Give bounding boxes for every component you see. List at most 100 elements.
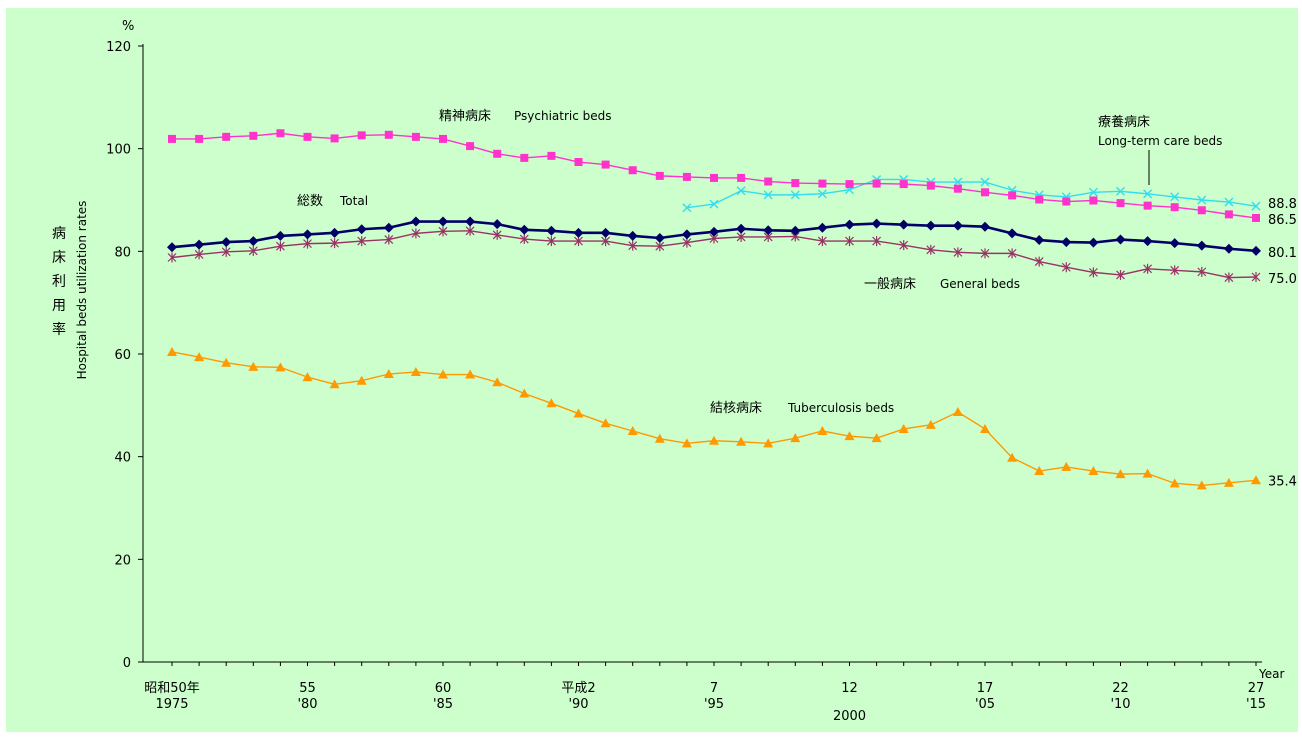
series-line-longterm <box>686 178 1257 209</box>
point-psychiatric <box>466 142 475 151</box>
point-total <box>492 219 503 230</box>
point-general <box>628 240 638 251</box>
point-general <box>357 236 367 247</box>
x-tick-label-year: '80 <box>297 697 317 712</box>
point-tuberculosis <box>383 369 394 379</box>
point-general <box>872 236 882 247</box>
point-tuberculosis <box>844 431 855 441</box>
point-longterm <box>953 177 963 187</box>
x-tick-label: 17 <box>977 681 994 696</box>
x-tick-label: 12 <box>841 681 858 696</box>
series-line-tuberculosis <box>171 351 1257 487</box>
x-tick-label: 55 <box>299 681 316 696</box>
point-psychiatric <box>276 129 285 138</box>
point-psychiatric <box>411 132 420 141</box>
x-tick-label: 27 <box>1248 681 1265 696</box>
point-total <box>709 226 719 237</box>
point-psychiatric <box>1089 196 1098 205</box>
point-total <box>1007 228 1018 239</box>
y-axis-label-en: Hospital beds utilization rates <box>75 201 89 380</box>
annotation-general: 一般病床 General beds <box>864 276 1020 292</box>
point-psychiatric <box>845 180 854 189</box>
point-general <box>1034 256 1044 267</box>
point-psychiatric <box>926 181 935 190</box>
point-longterm <box>1224 197 1234 207</box>
point-general <box>492 229 502 240</box>
point-tuberculosis <box>1088 466 1099 476</box>
point-tuberculosis <box>1196 480 1207 490</box>
point-psychiatric <box>1252 213 1260 222</box>
point-tuberculosis <box>790 433 801 443</box>
annotation-total-en: Total <box>339 194 368 208</box>
point-psychiatric <box>737 173 746 182</box>
tick-labels: 020406080100120昭和50年197555'8060'85平成2'90… <box>106 40 1266 724</box>
y-axis-label-ja: 病床利用率 <box>52 226 66 338</box>
point-general <box>1061 262 1071 273</box>
y-tick-label: 120 <box>106 40 131 55</box>
y-tick-label: 100 <box>106 143 131 158</box>
end-label-total: 80.1 <box>1268 246 1297 261</box>
point-total <box>546 225 557 236</box>
point-psychiatric <box>953 184 962 193</box>
x-tick-label-year: 1975 <box>155 697 188 712</box>
annotation-general-ja: 一般病床 <box>864 276 916 292</box>
point-general <box>926 244 936 255</box>
point-general <box>167 252 177 263</box>
y-unit-label: % <box>122 19 134 34</box>
point-total <box>980 221 990 232</box>
point-general <box>221 246 231 257</box>
point-tuberculosis <box>763 438 774 448</box>
point-tuberculosis <box>410 366 421 376</box>
point-tuberculosis <box>519 388 530 398</box>
point-total <box>1088 237 1099 248</box>
annotation-psychiatric-ja: 精神病床 <box>439 109 491 124</box>
point-psychiatric <box>520 153 529 162</box>
point-tuberculosis <box>546 398 557 408</box>
point-psychiatric <box>1116 199 1125 208</box>
point-psychiatric <box>303 132 312 141</box>
point-total <box>790 225 801 236</box>
point-tuberculosis <box>1007 452 1018 462</box>
x-tick-label-year: '95 <box>704 697 724 712</box>
point-general <box>384 234 394 245</box>
point-psychiatric <box>872 179 881 188</box>
point-total <box>627 230 638 241</box>
point-tuberculosis <box>221 357 232 367</box>
point-longterm <box>1197 195 1207 205</box>
point-total <box>1223 243 1234 254</box>
point-total <box>465 216 476 227</box>
annotation-tuberculosis: 結核病床 Tuberculosis beds <box>710 401 894 416</box>
point-tuberculosis <box>1169 478 1180 488</box>
point-total <box>302 229 313 240</box>
point-total <box>844 219 855 230</box>
point-total <box>248 236 259 247</box>
series-tuberculosis: 35.4 <box>167 346 1297 490</box>
y-tick-label: 80 <box>114 245 131 260</box>
point-tuberculosis <box>248 361 259 371</box>
point-psychiatric <box>357 131 366 140</box>
point-total <box>1061 237 1072 248</box>
end-label-psychiatric: 86.5 <box>1268 213 1297 228</box>
x-tick-label-year: '10 <box>1110 697 1130 712</box>
point-tuberculosis <box>600 418 611 428</box>
point-total <box>167 242 177 253</box>
x-tick-label-year: 2000 <box>833 709 866 724</box>
point-psychiatric <box>601 160 610 169</box>
annotation-total-ja: 総数 <box>297 194 323 209</box>
point-general <box>275 241 285 252</box>
series-layer: 88.886.5 75.0 80.1 35.4 <box>167 129 1297 490</box>
point-longterm <box>817 189 827 199</box>
point-total <box>600 227 611 238</box>
point-longterm <box>709 199 719 209</box>
point-tuberculosis <box>898 423 909 433</box>
point-general <box>899 240 909 251</box>
y-tick-label: 20 <box>114 553 131 568</box>
point-psychiatric <box>899 180 908 189</box>
point-psychiatric <box>439 134 447 143</box>
y-tick-label: 0 <box>123 656 131 671</box>
point-psychiatric <box>1062 197 1071 206</box>
point-psychiatric <box>1170 203 1179 212</box>
axes <box>138 44 1262 666</box>
point-psychiatric <box>384 130 393 139</box>
point-psychiatric <box>710 173 718 182</box>
